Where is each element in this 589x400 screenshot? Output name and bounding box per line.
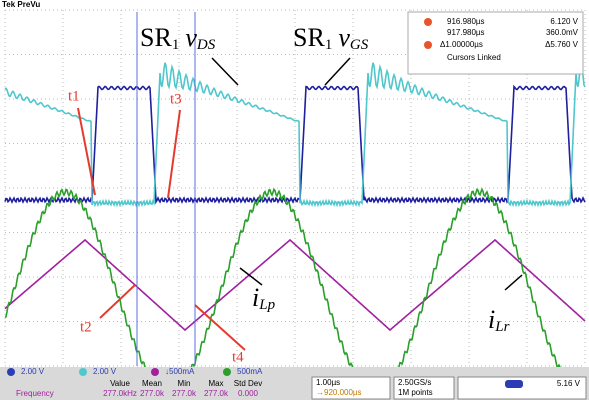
measurement-cell: 277.0k bbox=[204, 389, 229, 398]
readout: Cursors Linked bbox=[447, 53, 501, 62]
trigger: 5.16 V bbox=[557, 379, 581, 388]
acquisition: 2.50GS/s bbox=[398, 378, 431, 387]
annotation: t2 bbox=[80, 319, 92, 335]
readout: Δ5.760 V bbox=[545, 40, 579, 49]
measurement-cell: 277.0kHz bbox=[103, 389, 137, 398]
timebase: 1.00µs bbox=[316, 378, 340, 387]
annotation: t4 bbox=[232, 349, 244, 365]
trigger-icon bbox=[505, 380, 523, 388]
channel-icon bbox=[223, 368, 231, 376]
timebase: →920.000µs bbox=[316, 388, 362, 397]
scope-screen: Tek PreVu 916.980µs 6.120 V 917.980µs 36… bbox=[0, 0, 589, 400]
column-header: Value bbox=[110, 379, 130, 388]
readout: 6.120 V bbox=[550, 17, 578, 26]
channel-scale: 2.00 V bbox=[21, 367, 45, 376]
annotation: t3 bbox=[170, 91, 182, 107]
cursor-b-icon bbox=[424, 41, 432, 49]
measurement-cell: 277.0k bbox=[140, 389, 165, 398]
measurement-cell: 0.000 bbox=[238, 389, 259, 398]
readout: 360.0mV bbox=[546, 28, 579, 37]
channel-scale: ↓500mA bbox=[165, 367, 195, 376]
channel-scale: 2.00 V bbox=[93, 367, 117, 376]
column-header: Max bbox=[208, 379, 223, 388]
channel-icon bbox=[151, 368, 159, 376]
column-header: Mean bbox=[142, 379, 162, 388]
column-header: Min bbox=[178, 379, 191, 388]
measurement-cell: 277.0k bbox=[172, 389, 197, 398]
header-title: Tek PreVu bbox=[2, 0, 40, 9]
channel-icon bbox=[7, 368, 15, 376]
column-header: Std Dev bbox=[234, 379, 262, 388]
readout: Δ1.00000µs bbox=[440, 40, 483, 49]
channel-scale: 500mA bbox=[237, 367, 263, 376]
annotation: t1 bbox=[68, 88, 80, 104]
readout: 916.980µs bbox=[447, 17, 485, 26]
acquisition: 1M points bbox=[398, 388, 433, 397]
channel-icon bbox=[79, 368, 87, 376]
measurement-cell: Frequency bbox=[16, 389, 54, 398]
readout: 917.980µs bbox=[447, 28, 485, 37]
cursor-a-icon bbox=[424, 18, 432, 26]
